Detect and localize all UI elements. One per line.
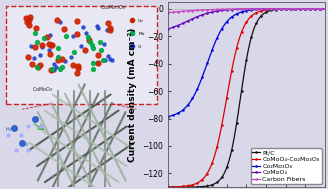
CoMoO₄: [323, 8, 327, 10]
CoMoO₄-Co₂Mo₃O₈: [323, 8, 327, 10]
Co₂Mo₃O₈: [166, 115, 170, 118]
Co₂Mo₃O₈: [301, 8, 305, 10]
Pt/C: [301, 8, 305, 10]
Carbon Fibers: [323, 8, 327, 10]
CoMoO₄: [285, 8, 289, 10]
Text: $\mathrm{Co_2Mo_3O_8}$: $\mathrm{Co_2Mo_3O_8}$: [100, 3, 127, 12]
CoMoO₄-Co₂Mo₃O₈: [175, 186, 179, 188]
Text: Mo: Mo: [138, 32, 145, 36]
Y-axis label: Current density (mA cm⁻²): Current density (mA cm⁻²): [128, 27, 137, 162]
Carbon Fibers: [166, 11, 170, 14]
Carbon Fibers: [261, 8, 265, 10]
Text: $\mathrm{H_2}$: $\mathrm{H_2}$: [22, 140, 30, 149]
Text: O: O: [138, 45, 141, 49]
CoMoO₄: [257, 8, 261, 10]
CoMoO₄: [301, 8, 305, 10]
CoMoO₄-Co₂Mo₃O₈: [257, 10, 261, 13]
Pt/C: [166, 186, 170, 188]
FancyBboxPatch shape: [7, 6, 157, 104]
CoMoO₄: [175, 24, 179, 27]
Pt/C: [266, 10, 270, 12]
Text: $\mathrm{H_2O}$: $\mathrm{H_2O}$: [5, 125, 16, 134]
Pt/C: [257, 18, 261, 20]
Pt/C: [261, 13, 265, 15]
CoMoO₄-Co₂Mo₃O₈: [285, 8, 289, 10]
CoMoO₄-Co₂Mo₃O₈: [261, 9, 265, 12]
Line: Carbon Fibers: Carbon Fibers: [167, 8, 325, 13]
Text: Co: Co: [138, 19, 144, 23]
Co₂Mo₃O₈: [285, 8, 289, 10]
Line: CoMoO₄: CoMoO₄: [167, 8, 325, 29]
Carbon Fibers: [285, 8, 289, 10]
Pt/C: [175, 186, 179, 188]
Co₂Mo₃O₈: [323, 8, 327, 10]
Legend: Pt/C, CoMoO₄-Co₂Mo₃O₈, Co₂Mo₃O₈, CoMoO₄, Carbon Fibers: Pt/C, CoMoO₄-Co₂Mo₃O₈, Co₂Mo₃O₈, CoMoO₄,…: [251, 148, 321, 184]
Line: CoMoO₄-Co₂Mo₃O₈: CoMoO₄-Co₂Mo₃O₈: [167, 8, 325, 187]
CoMoO₄-Co₂Mo₃O₈: [301, 8, 305, 10]
CoMoO₄: [266, 8, 270, 10]
Line: Pt/C: Pt/C: [167, 8, 325, 188]
CoMoO₄: [166, 28, 170, 30]
CoMoO₄-Co₂Mo₃O₈: [166, 186, 170, 188]
CoMoO₄: [261, 8, 265, 10]
Pt/C: [285, 8, 289, 10]
Carbon Fibers: [175, 11, 179, 13]
Text: $\mathrm{CoMoO_4}$: $\mathrm{CoMoO_4}$: [31, 85, 53, 94]
Co₂Mo₃O₈: [266, 8, 270, 10]
Co₂Mo₃O₈: [257, 8, 261, 10]
Co₂Mo₃O₈: [261, 8, 265, 10]
Carbon Fibers: [257, 8, 261, 10]
CoMoO₄-Co₂Mo₃O₈: [266, 9, 270, 11]
Carbon Fibers: [266, 8, 270, 10]
Pt/C: [323, 8, 327, 10]
Co₂Mo₃O₈: [175, 112, 179, 115]
Carbon Fibers: [301, 8, 305, 10]
Line: Co₂Mo₃O₈: Co₂Mo₃O₈: [167, 8, 325, 117]
